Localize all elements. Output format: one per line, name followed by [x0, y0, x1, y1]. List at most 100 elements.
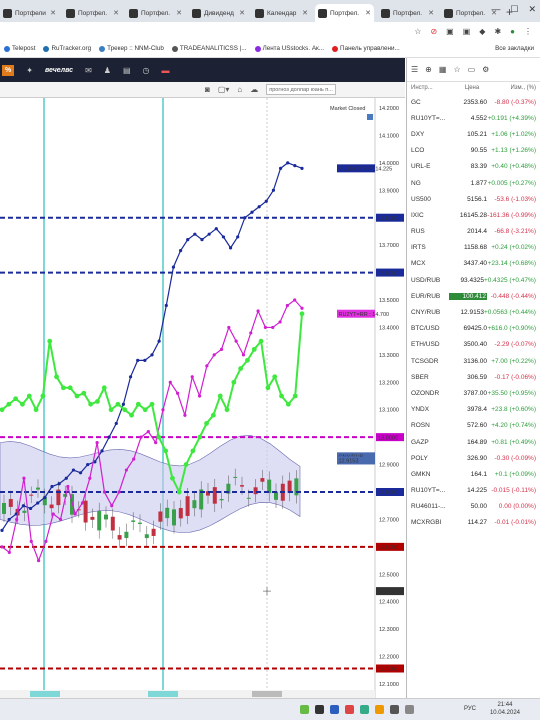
extension-icon[interactable]: ▣	[462, 26, 471, 36]
language-indicator[interactable]: РУС	[463, 706, 476, 712]
bell-icon[interactable]: ♟	[103, 65, 111, 75]
bookmark-item[interactable]: TRADEANALITICSS |...	[171, 45, 247, 52]
close-tab-icon[interactable]: ✕	[239, 10, 245, 17]
app-icon[interactable]	[300, 705, 309, 714]
watchlist-row[interactable]: ETH/USD 3500.40 -2.29 (-0.07%)	[407, 337, 540, 353]
settings-icon[interactable]: ⚙	[482, 65, 490, 74]
app-icon[interactable]	[375, 705, 384, 714]
bookmark-item[interactable]: Telepost	[4, 45, 35, 52]
watchlist-row[interactable]: POLY 326.90 -0.30 (-0.09%)	[407, 450, 540, 466]
app-icon[interactable]	[315, 705, 324, 714]
watchlist-row[interactable]: MCX 3437.40 +23.14 (+0.68%)	[407, 256, 540, 272]
watchlist-row[interactable]: IXIC 16145.28 -161.36 (-0.99%)	[407, 207, 540, 223]
browser-tab[interactable]: Портфел. ✕	[441, 4, 500, 22]
app-icon[interactable]	[390, 705, 399, 714]
watchlist-row[interactable]: EUR/RUB 100.412 -0.448 (-0.44%)	[407, 288, 540, 304]
chat-icon[interactable]: ✉	[85, 65, 92, 75]
watchlist-row[interactable]: GC 2353.60 -8.80 (-0.37%)	[407, 94, 540, 110]
instrument-price: 12.9153	[460, 309, 484, 317]
candle-body	[192, 500, 197, 509]
app-icon[interactable]	[345, 705, 354, 714]
header-price[interactable]: Цена	[464, 85, 480, 91]
alert-icon[interactable]: ⌂	[237, 85, 243, 94]
watchlist-row[interactable]: NG 1.877 +0.005 (+0.27%)	[407, 175, 540, 191]
profile-icon[interactable]: ●	[510, 26, 515, 36]
watchlist-row[interactable]: LCO 90.55 +1.13 (+1.26%)	[407, 143, 540, 159]
briefcase-icon[interactable]: ▤	[122, 65, 131, 75]
watchlist-row[interactable]: SBER 306.59 -0.17 (-0.06%)	[407, 369, 540, 385]
flag-icon[interactable]: ▬	[161, 65, 170, 75]
app-icon[interactable]	[330, 705, 339, 714]
bookmark-item[interactable]: RuTracker.org	[43, 45, 91, 52]
close-tab-icon[interactable]: ✕	[491, 10, 497, 17]
star-icon[interactable]: ☆	[414, 26, 422, 36]
header-instrument[interactable]: Инстр...	[411, 85, 433, 91]
browser-tab[interactable]: Портфел. ✕	[378, 4, 437, 22]
watchlist-row[interactable]: RU10YT=... 4.552 +0.191 (+4.39%)	[407, 110, 540, 126]
browser-tab[interactable]: Портфели ✕	[0, 4, 59, 22]
bookmark-item[interactable]: Панель управлени...	[332, 45, 400, 52]
watchlist-row[interactable]: URL-E 83.39 +0.40 (+0.48%)	[407, 159, 540, 175]
watchlist-row[interactable]: RU46011-... 50.00 0.00 (0.00%)	[407, 499, 540, 515]
minimize-icon[interactable]: —	[491, 4, 501, 14]
watchlist-row[interactable]: DXY 105.21 +1.06 (+1.02%)	[407, 126, 540, 142]
watchlist-row[interactable]: YNDX 3978.4 +23.8 (+0.60%)	[407, 402, 540, 418]
watchlist-row[interactable]: USD/RUB 93.4325 +0.4325 (+0.47%)	[407, 272, 540, 288]
close-tab-icon[interactable]: ✕	[176, 10, 182, 17]
browser-tab[interactable]: Портфел. ✕	[63, 4, 122, 22]
menu-icon[interactable]: ⋮	[524, 26, 532, 36]
chat-icon[interactable]: ▭	[467, 65, 476, 74]
header-change[interactable]: Изм., (%)	[510, 85, 536, 91]
bookmark-item[interactable]: Трекер :: NNM-Club	[99, 45, 164, 52]
close-tab-icon[interactable]: ✕	[365, 10, 371, 17]
close-tab-icon[interactable]: ✕	[428, 10, 434, 17]
star-icon[interactable]: ☆	[453, 65, 461, 74]
extension-icon[interactable]: ◆	[479, 26, 486, 36]
browser-tab[interactable]: Дивиденд ✕	[189, 4, 248, 22]
watchlist-row[interactable]: TCSGDR 3136.00 +7.00 (+0.22%)	[407, 353, 540, 369]
app-badge[interactable]: %	[2, 64, 15, 76]
watchlist-row[interactable]: BTC/USD 69425.0 +616.0 (+0.90%)	[407, 321, 540, 337]
clock[interactable]: 21:44 10.04.2024	[490, 701, 520, 717]
maximize-icon[interactable]: ☐	[510, 4, 519, 14]
watchlist-row[interactable]: MCXRGBI 114.27 -0.01 (-0.01%)	[407, 515, 540, 531]
instrument-change: +35.50 (+0.95%)	[487, 389, 536, 397]
bookmark-item[interactable]: Лента USstocks. Ак...	[254, 45, 324, 52]
clock-icon[interactable]: ◷	[142, 65, 150, 75]
app-icon[interactable]	[405, 705, 414, 714]
block-icon[interactable]: ⊘	[430, 26, 438, 36]
close-icon[interactable]: ✕	[528, 4, 536, 14]
extension-icon[interactable]: ▣	[446, 26, 454, 36]
watchlist-row[interactable]: US500 5156.1 -53.6 (-1.03%)	[407, 191, 540, 207]
layout-icon[interactable]: ▢▾	[217, 85, 230, 94]
camera-icon[interactable]: ◙	[205, 85, 210, 94]
app-icon[interactable]	[360, 705, 369, 714]
chart-svg[interactable]: 14.2000 14.1000 14.0000 13.9000 13.8000 13.70…	[0, 98, 405, 698]
chart-area[interactable]: 14.2000 14.1000 14.0000 13.9000 13.8000 13.70…	[0, 98, 405, 698]
series-point	[285, 401, 291, 407]
grid-icon[interactable]: ▦	[438, 65, 447, 74]
chart-search-input[interactable]: прогноз доллар юань п...	[266, 84, 337, 95]
close-tab-icon[interactable]: ✕	[50, 10, 56, 17]
series-point	[183, 462, 189, 467]
watchlist-row[interactable]: RUS 2014.4 -66.8 (-3.21%)	[407, 224, 540, 240]
new-tab-button[interactable]: +	[506, 5, 514, 19]
browser-tab[interactable]: Портфел. ✕	[126, 4, 185, 22]
close-tab-icon[interactable]: ✕	[302, 10, 308, 17]
extension-icon[interactable]: ✱	[494, 26, 502, 36]
add-icon[interactable]: ⊕	[425, 65, 432, 74]
watchlist-row[interactable]: ROSN 572.60 +4.20 (+0.74%)	[407, 418, 540, 434]
watchlist-row[interactable]: GMKN 164.1 +0.1 (+0.09%)	[407, 466, 540, 482]
watchlist-row[interactable]: GAZP 164.89 +0.81 (+0.49%)	[407, 434, 540, 450]
browser-tab[interactable]: Календар ✕	[252, 4, 311, 22]
browser-tab[interactable]: Портфел. ✕	[315, 4, 374, 22]
watchlist-row[interactable]: CNY/RUB 12.9153 +0.0563 (+0.44%)	[407, 304, 540, 320]
instrument-change: +1.13 (+1.26%)	[491, 147, 536, 155]
watchlist-row[interactable]: RU10YT=... 14.225 -0.015 (-0.11%)	[407, 483, 540, 499]
watchlist-row[interactable]: IRTS 1158.68 +0.24 (+0.02%)	[407, 240, 540, 256]
list-icon[interactable]: ☰	[411, 65, 419, 74]
watchlist-row[interactable]: OZONDR 3787.00 +35.50 (+0.95%)	[407, 385, 540, 401]
all-bookmarks-button[interactable]: Все закладки	[495, 45, 534, 52]
close-tab-icon[interactable]: ✕	[113, 10, 119, 17]
cloud-icon[interactable]: ☁	[250, 85, 259, 94]
